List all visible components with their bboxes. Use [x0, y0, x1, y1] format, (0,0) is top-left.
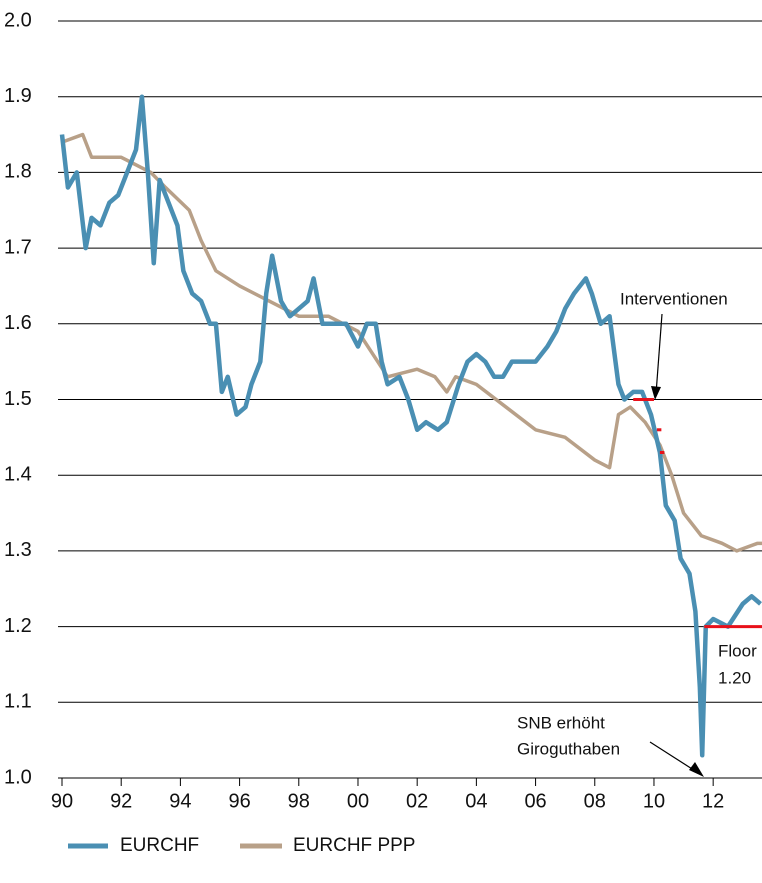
- arrow: [655, 313, 663, 395]
- annotation: Giroguthaben: [517, 739, 620, 758]
- x-tick-label: 02: [406, 790, 428, 812]
- x-tick-label: 04: [465, 790, 487, 812]
- x-tick-label: 90: [51, 790, 73, 812]
- x-tick-label: 94: [169, 790, 191, 812]
- y-tick-label: 2.0: [4, 9, 32, 31]
- x-tick-label: 92: [110, 790, 132, 812]
- annotation: SNB erhöht: [517, 713, 605, 732]
- y-tick-label: 1.0: [4, 766, 32, 788]
- y-tick-label: 1.5: [4, 388, 32, 410]
- arrowhead: [651, 386, 661, 400]
- y-tick-label: 1.9: [4, 85, 32, 107]
- annotation: Interventionen: [620, 289, 728, 308]
- x-tick-label: 96: [228, 790, 250, 812]
- x-tick-label: 12: [702, 790, 724, 812]
- y-tick-label: 1.2: [4, 615, 32, 637]
- legend-label: EURCHF: [120, 835, 199, 856]
- y-tick-label: 1.3: [4, 539, 32, 561]
- annotation-arrows: [649, 313, 704, 777]
- line-series: [59, 94, 762, 758]
- x-tick-label: 08: [584, 790, 606, 812]
- x-tick-label: 06: [524, 790, 546, 812]
- y-tick-label: 1.1: [4, 691, 32, 713]
- x-tick-label: 10: [643, 790, 665, 812]
- y-tick-label: 1.7: [4, 236, 32, 258]
- x-tick-label: 00: [347, 790, 369, 812]
- annotation: Floor: [718, 641, 757, 660]
- x-tick-label: 98: [288, 790, 310, 812]
- annotation: 1.20: [718, 668, 751, 687]
- arrowhead: [689, 762, 704, 777]
- y-tick-label: 1.8: [4, 161, 32, 183]
- y-tick-label: 1.6: [4, 312, 32, 334]
- y-tick-label: 1.4: [4, 463, 32, 485]
- legend-label: EURCHF PPP: [293, 835, 415, 856]
- line-series: [61, 132, 762, 553]
